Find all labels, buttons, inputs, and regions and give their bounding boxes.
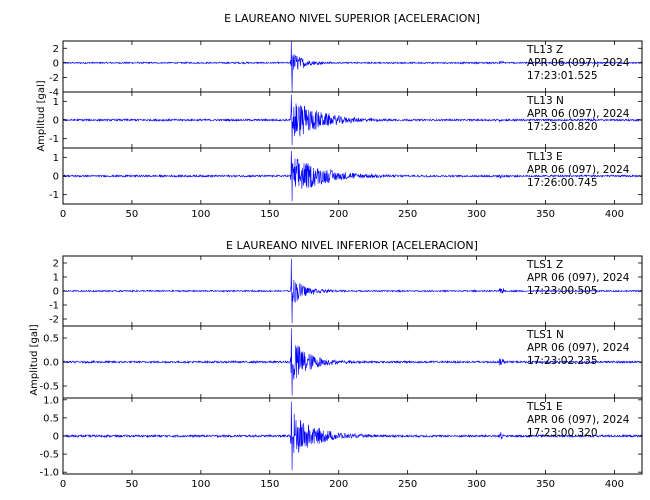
bottom-chart: E LAUREANO NIVEL INFERIOR [ACELERACION] … <box>29 239 643 490</box>
y-tick-label: 1 <box>53 153 59 164</box>
event-date: APR 06 (097), 2024 <box>527 57 630 69</box>
chart-title: E LAUREANO NIVEL INFERIOR [ACELERACION] <box>226 239 478 252</box>
x-tick-label: 100 <box>191 479 210 490</box>
channel-label: TL13 Z <box>526 44 563 56</box>
x-tick-label: 200 <box>329 479 348 490</box>
event-time: 17:23:02.235 <box>527 355 598 367</box>
y-tick-label: 1 <box>53 97 59 108</box>
x-tick-label: 400 <box>605 479 624 490</box>
y-tick-label: -0.5 <box>39 450 59 461</box>
channel-label: TL13 E <box>526 151 563 163</box>
chart-title: E LAUREANO NIVEL SUPERIOR [ACELERACION] <box>224 12 480 25</box>
y-tick-label: -1 <box>49 190 59 201</box>
y-tick-label: -4 <box>49 88 59 99</box>
y-tick-label: -1 <box>49 301 59 312</box>
x-tick-label: 400 <box>605 209 624 220</box>
y-tick-label: 0 <box>53 172 59 183</box>
y-tick-label: 0 <box>53 287 59 298</box>
x-tick-label: 300 <box>467 479 486 490</box>
x-tick-label: 50 <box>126 479 139 490</box>
event-time: 17:23:01.525 <box>527 70 598 82</box>
y-tick-label: 0 <box>53 58 59 69</box>
channel-label: TLS1 E <box>526 401 563 413</box>
y-tick-label: 0 <box>53 116 59 127</box>
y-tick-label: -2 <box>49 73 59 84</box>
event-time: 17:26:00.745 <box>527 177 598 189</box>
y-tick-label: 2 <box>53 259 59 270</box>
x-tick-label: 350 <box>536 209 555 220</box>
y-axis-label: Amplitud [gal] <box>36 80 47 151</box>
waveform-trace <box>63 258 642 324</box>
event-date: APR 06 (097), 2024 <box>527 164 630 176</box>
top-chart: E LAUREANO NIVEL SUPERIOR [ACELERACION] … <box>36 12 643 220</box>
x-tick-label: 350 <box>536 479 555 490</box>
event-date: APR 06 (097), 2024 <box>527 342 630 354</box>
event-date: APR 06 (097), 2024 <box>527 272 630 284</box>
y-axis-label: Amplitud [gal] <box>29 324 40 395</box>
y-tick-label: 2 <box>53 44 59 55</box>
y-tick-label: -1 <box>49 134 59 145</box>
channel-label: TLS1 Z <box>526 259 563 271</box>
waveform-trace <box>63 41 642 92</box>
y-tick-label: -2 <box>49 315 59 326</box>
event-date: APR 06 (097), 2024 <box>527 108 630 120</box>
x-tick-label: 0 <box>60 479 66 490</box>
y-tick-label: 0 <box>53 432 59 443</box>
y-tick-label: 1.0 <box>43 395 59 406</box>
x-tick-label: 100 <box>191 209 210 220</box>
x-tick-label: 200 <box>329 209 348 220</box>
event-time: 17:23:00.505 <box>527 285 598 297</box>
y-tick-label: 0.5 <box>43 334 59 345</box>
waveform-trace <box>63 94 642 146</box>
y-tick-label: 0.0 <box>43 358 59 369</box>
y-tick-label: -0.5 <box>39 382 59 393</box>
y-tick-label: 1 <box>53 273 59 284</box>
channel-label: TLS1 N <box>526 329 564 341</box>
x-tick-label: 150 <box>260 479 279 490</box>
waveform-trace <box>63 150 642 202</box>
waveform-trace <box>63 401 642 471</box>
y-tick-label: 0.5 <box>43 413 59 424</box>
event-time: 17:23:00.820 <box>527 121 598 133</box>
x-tick-label: 150 <box>260 209 279 220</box>
event-date: APR 06 (097), 2024 <box>527 414 630 426</box>
x-tick-label: 250 <box>398 209 417 220</box>
x-tick-label: 250 <box>398 479 417 490</box>
x-tick-label: 50 <box>126 209 139 220</box>
waveform-trace <box>63 328 642 396</box>
y-tick-label: -1.0 <box>39 468 59 479</box>
event-time: 17:23:00.320 <box>527 427 598 439</box>
x-tick-label: 300 <box>467 209 486 220</box>
channel-label: TL13 N <box>526 95 564 107</box>
x-tick-label: 0 <box>60 209 66 220</box>
